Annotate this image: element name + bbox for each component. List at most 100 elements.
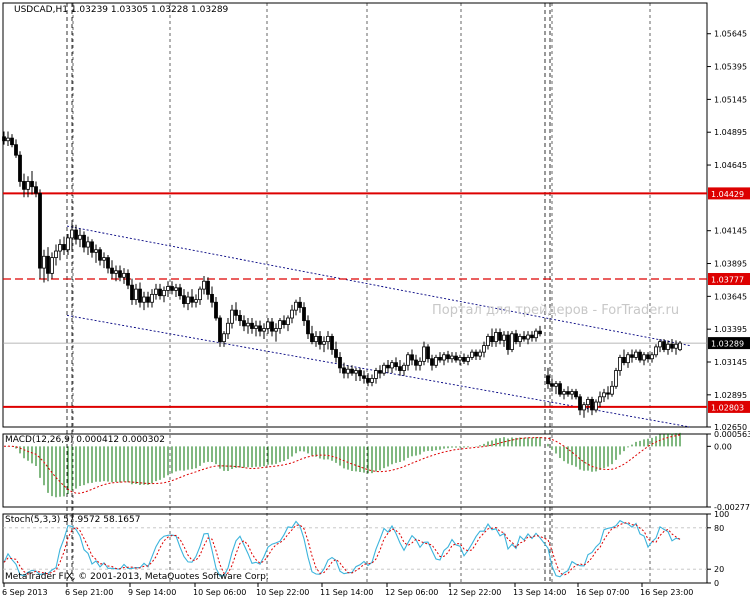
candle-body — [314, 335, 318, 343]
candle-body — [590, 399, 594, 411]
candle-body — [502, 334, 506, 341]
candle-body — [282, 320, 286, 325]
macd-title: MACD(12,26,9) 0.000412 0.000302 — [5, 435, 165, 445]
time-tick-label: 10 Sep 06:00 — [193, 588, 246, 597]
candle-body — [666, 343, 670, 350]
price-tick-label: 1.02650 — [714, 423, 747, 432]
panel-frame-2 — [2, 513, 708, 584]
candle-body — [46, 255, 50, 274]
candle-body — [242, 320, 246, 327]
candle-body — [554, 383, 558, 387]
price-tick-label: 1.04895 — [714, 128, 747, 137]
macd-tick-label: 0.00 — [714, 442, 732, 451]
candle-body — [406, 354, 410, 366]
candle-body — [574, 391, 578, 398]
candle-body — [274, 328, 278, 332]
candle-body — [142, 296, 146, 303]
time-tick-label: 6 Sep 2013 — [2, 588, 48, 597]
candle-body — [350, 368, 354, 374]
candle-body — [594, 401, 598, 411]
candle-body — [538, 330, 542, 335]
candle-body — [290, 309, 294, 319]
candle-body — [618, 357, 622, 371]
candle-body — [302, 307, 306, 322]
candle-body — [398, 366, 402, 371]
candle-body — [462, 357, 466, 362]
candle-body — [258, 325, 262, 332]
price-tick-label: 1.05395 — [714, 63, 747, 72]
candle-body — [178, 287, 182, 297]
candle-body — [66, 237, 70, 251]
candle-body — [506, 334, 510, 350]
candle-body — [478, 351, 482, 357]
candle-body — [518, 335, 522, 343]
candle-body — [122, 272, 126, 278]
candle-body — [186, 296, 190, 304]
candle-body — [114, 270, 118, 274]
candle-body — [162, 290, 166, 297]
candle-body — [394, 362, 398, 367]
candle-body — [650, 354, 654, 360]
candle-body — [450, 355, 454, 360]
stochastic-title: Stoch(5,3,3) 57.9572 58.1657 — [5, 515, 140, 525]
price-panel[interactable] — [2, 131, 708, 428]
candle-body — [602, 392, 606, 398]
copyright-text: MetaTrader FIX, © 2001-2013, MetaQuotes … — [5, 572, 269, 582]
candle-body — [334, 349, 338, 358]
candle-body — [102, 257, 106, 261]
candle-body — [70, 229, 74, 239]
candle-body — [174, 287, 178, 291]
time-tick-label: 12 Sep 22:00 — [448, 588, 501, 597]
panel-frame-1 — [2, 433, 708, 508]
candle-body — [130, 284, 134, 301]
candle-body — [510, 333, 514, 350]
stochastic-panel[interactable] — [3, 519, 707, 578]
price-tick-label: 1.03145 — [714, 358, 747, 367]
stoch-tick-label: 100 — [714, 510, 729, 519]
candle-body — [426, 346, 430, 360]
candle-body — [230, 309, 234, 324]
candle-body — [22, 181, 26, 190]
candle-body — [150, 293, 154, 303]
time-tick-label: 10 Sep 22:00 — [256, 588, 309, 597]
macd-tick-label: -0.002773 — [714, 503, 750, 512]
candle-body — [266, 321, 270, 329]
candle-body — [526, 334, 530, 340]
candle-body — [354, 370, 358, 374]
candle-body — [606, 392, 610, 395]
price-tick-label: 1.04645 — [714, 161, 747, 170]
candle-body — [310, 333, 314, 343]
candle-body — [198, 288, 202, 301]
candle-body — [74, 229, 78, 240]
candle-body — [342, 367, 346, 374]
candle-body — [330, 335, 334, 350]
candle-body — [430, 358, 434, 366]
candle-body — [586, 399, 590, 406]
candle-body — [570, 391, 574, 395]
grid-layer — [2, 2, 708, 584]
candle-body — [158, 288, 162, 297]
candle-body — [2, 136, 6, 142]
candle-body — [622, 357, 626, 364]
candle-body — [674, 343, 678, 349]
candle-body — [10, 137, 14, 146]
price-tick-label: 1.03895 — [714, 260, 747, 269]
candle-body — [246, 322, 250, 327]
candle-body — [98, 249, 102, 261]
candle-body — [378, 370, 382, 374]
macd-panel[interactable] — [3, 432, 681, 498]
candle-body — [218, 317, 222, 343]
candle-body — [146, 296, 150, 303]
stoch-main-line — [3, 519, 681, 578]
level-label: 1.03777 — [711, 276, 744, 285]
level-label-box-0 — [708, 187, 750, 200]
candle-body — [646, 354, 650, 360]
candle-body — [194, 299, 198, 303]
candle-body — [42, 255, 46, 269]
candle-body — [514, 333, 518, 343]
candle-body — [598, 396, 602, 403]
candle-body — [458, 357, 462, 361]
candle-body — [338, 357, 342, 369]
candle-body — [454, 355, 458, 361]
